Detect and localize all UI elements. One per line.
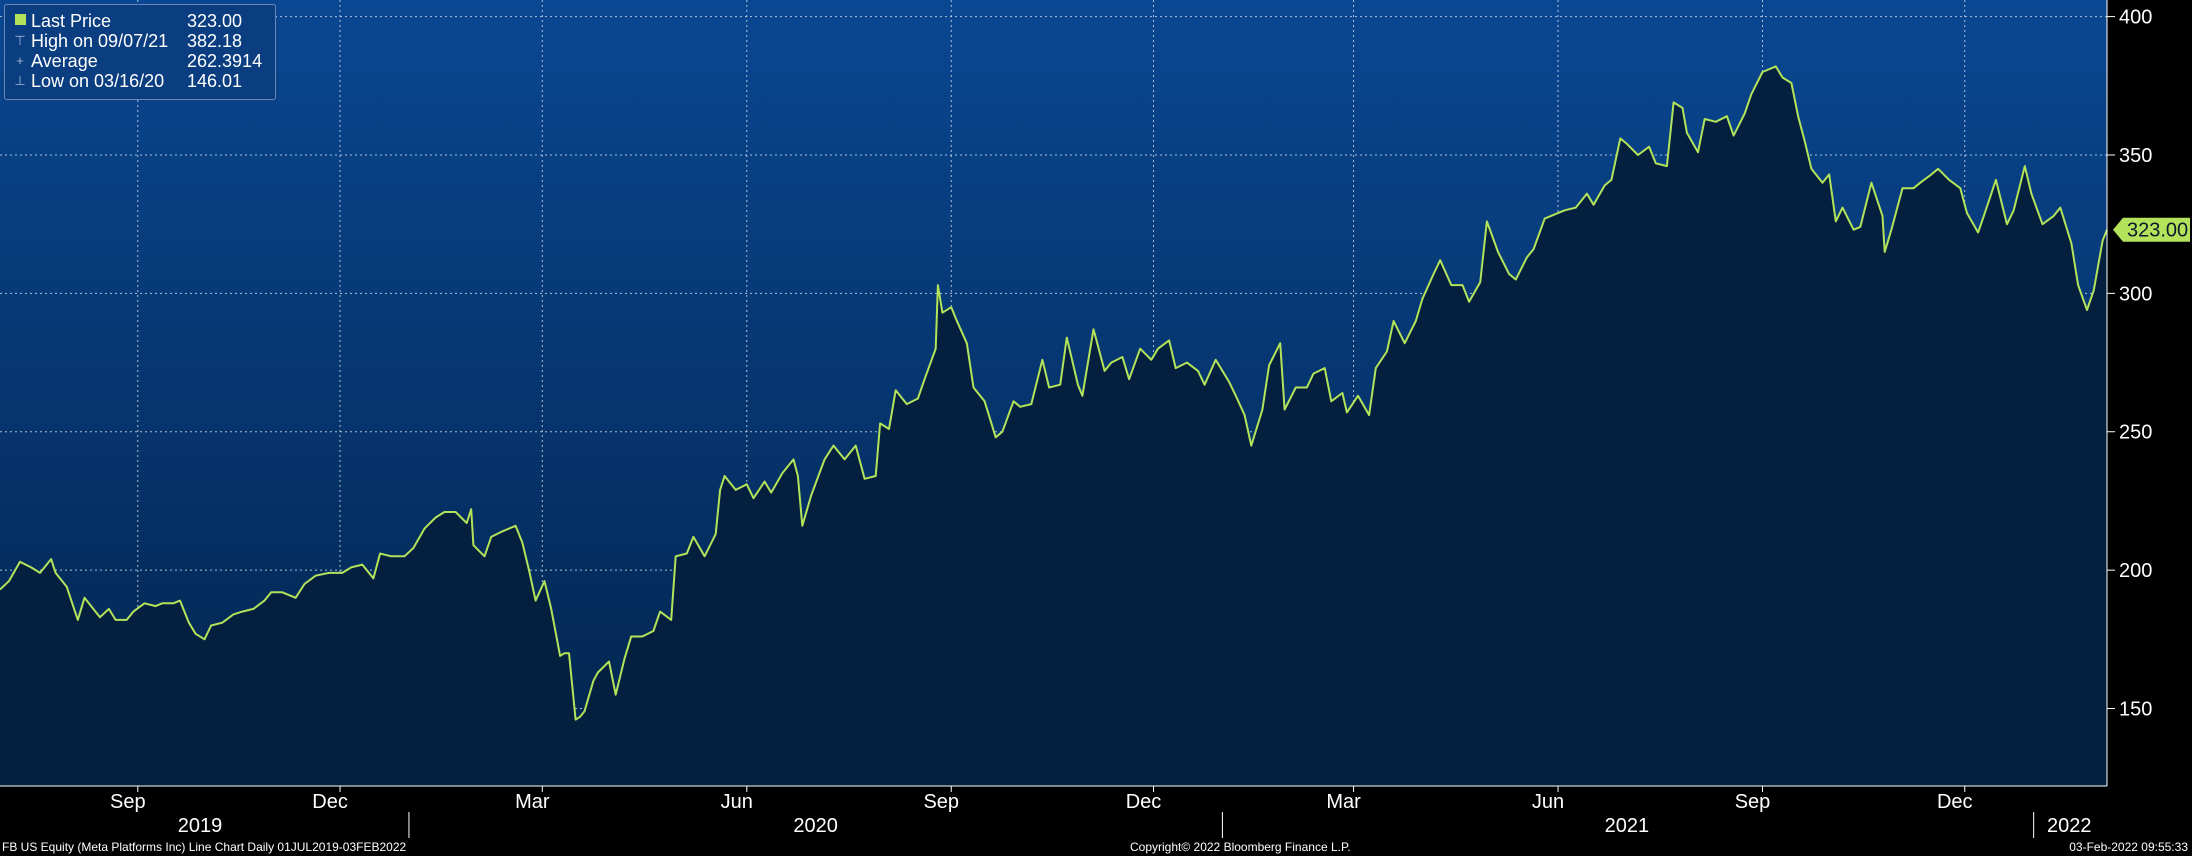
- legend-box: Last Price 323.00 ⊤ High on 09/07/21 382…: [4, 4, 276, 100]
- x-tick-label: Dec: [1937, 791, 1973, 813]
- legend-label: Last Price: [31, 11, 112, 31]
- average-marker-icon: +: [16, 53, 24, 68]
- high-marker-icon: ⊤: [14, 33, 26, 48]
- year-label: 2020: [793, 815, 838, 837]
- last-price-swatch-icon: [13, 11, 27, 31]
- legend-item-high: ⊤ High on 09/07/21 382.18: [13, 31, 269, 51]
- y-tick-label: 200: [2119, 560, 2152, 582]
- year-label: 2022: [2047, 815, 2092, 837]
- x-tick-label: Mar: [1326, 791, 1361, 813]
- legend-value: 382.18: [187, 31, 243, 51]
- low-marker-icon: ⊥: [14, 73, 26, 88]
- price-area-fill: [0, 66, 2107, 786]
- legend-item-average: + Average 262.3914: [13, 51, 269, 71]
- legend-label: High on 09/07/21: [31, 31, 169, 51]
- last-price-badge: 323.00: [2113, 217, 2190, 242]
- x-tick-label: Dec: [312, 791, 348, 813]
- x-tick-label: Dec: [1126, 791, 1162, 813]
- year-label: 2021: [1605, 815, 1650, 837]
- x-axis: Sep Dec Mar Jun Sep Dec Mar Jun Sep Dec 2019 2020 20…: [0, 785, 2107, 838]
- y-tick-label: 350: [2119, 145, 2152, 167]
- x-tick-label: Sep: [110, 791, 146, 813]
- y-tick-label: 250: [2119, 422, 2152, 444]
- x-tick-label: Sep: [923, 791, 959, 813]
- legend-value: 323.00: [187, 11, 243, 31]
- last-price-badge-label: 323.00: [2127, 220, 2188, 242]
- legend-item-last-price: Last Price 323.00: [13, 11, 269, 31]
- y-tick-label: 150: [2119, 699, 2152, 721]
- axis-background: [2107, 0, 2192, 786]
- footer-timestamp: 03-Feb-2022 09:55:33: [2069, 840, 2188, 854]
- y-tick-label: 400: [2119, 7, 2152, 29]
- x-tick-label: Jun: [721, 791, 753, 813]
- last-price-badge-shape: [2113, 217, 2190, 242]
- y-tick-label: 300: [2119, 283, 2152, 305]
- year-label: 2019: [178, 815, 223, 837]
- legend-label: Average: [31, 51, 98, 71]
- x-tick-label: Sep: [1735, 791, 1771, 813]
- legend-label: Low on 03/16/20: [31, 71, 165, 91]
- footer-copyright: Copyright© 2022 Bloomberg Finance L.P.: [1130, 840, 1351, 854]
- footer-description: FB US Equity (Meta Platforms Inc) Line C…: [2, 840, 407, 854]
- x-tick-label: Mar: [515, 791, 550, 813]
- legend-value: 262.3914: [187, 51, 263, 71]
- legend-value: 146.01: [187, 71, 243, 91]
- last-price-line: [0, 65, 2108, 721]
- x-tick-label: Jun: [1532, 791, 1564, 813]
- y-axis: 150 200 250 300 350 400: [2107, 7, 2152, 721]
- legend-item-low: ⊥ Low on 03/16/20 146.01: [13, 71, 269, 91]
